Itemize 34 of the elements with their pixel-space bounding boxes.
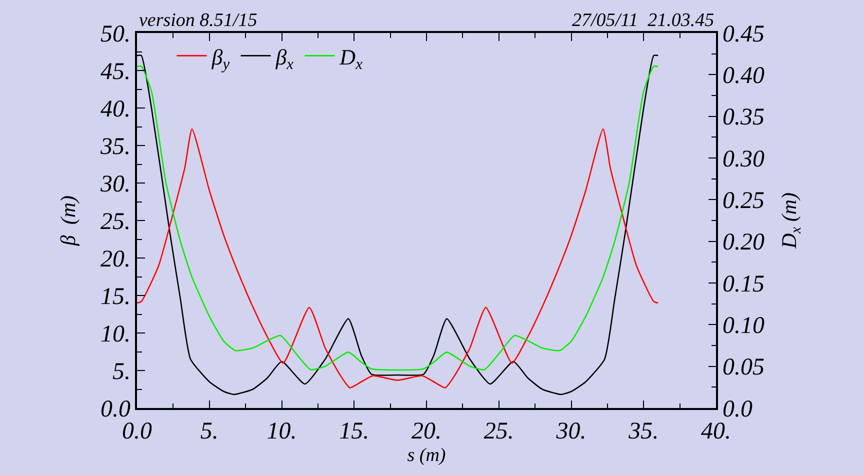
y-tick-label: 25. (100, 208, 130, 235)
y2-tick-label: 0.45 (722, 21, 765, 48)
text: version 8.51/15 (139, 10, 258, 31)
y2-tick-label: 0.10 (722, 313, 765, 340)
x-tick-label: 15. (339, 418, 370, 445)
x-tick-label: 10. (266, 418, 297, 445)
x-axis-title: s (m) (407, 444, 446, 466)
y-tick-label: 40. (100, 96, 130, 122)
y-tick-label: 50. (100, 21, 130, 48)
y2-tick-label: 0.30 (722, 146, 765, 172)
x-tick-label: 30. (555, 418, 586, 445)
y-tick-label: 30. (99, 171, 130, 198)
line-series (137, 128, 659, 388)
y2-tick-label: 0.35 (722, 104, 765, 131)
y2-tick-label: 0.25 (722, 188, 765, 214)
y-tick-label: 45. (100, 58, 130, 85)
legend-label: D$_{x}$ (338, 44, 363, 73)
y-tick-label: 10. (100, 321, 130, 348)
text: 27/05/11 21.03.45 (572, 10, 714, 31)
x-tick-label: 5. (200, 418, 218, 445)
y-tick-label: 20. (100, 246, 130, 272)
x-tick-label: 35. (628, 418, 659, 445)
legend-label: β$_{y}$ (210, 44, 230, 73)
y-tick-label: 15. (100, 284, 130, 310)
legend-label: β$_{x}$ (274, 44, 294, 73)
y2-tick-label: 0.40 (722, 63, 765, 90)
y2-tick-label: 0.05 (722, 354, 765, 381)
x-tick-label: 25. (484, 418, 514, 445)
y-tick-label: 5. (112, 358, 130, 385)
y2-tick-label: 0.20 (722, 230, 765, 256)
y-axis-title: β (m) (56, 195, 80, 247)
x-tick-label: 20. (412, 418, 442, 445)
y2-tick-label: 0.15 (722, 271, 765, 298)
y-tick-label: 35. (99, 134, 130, 160)
